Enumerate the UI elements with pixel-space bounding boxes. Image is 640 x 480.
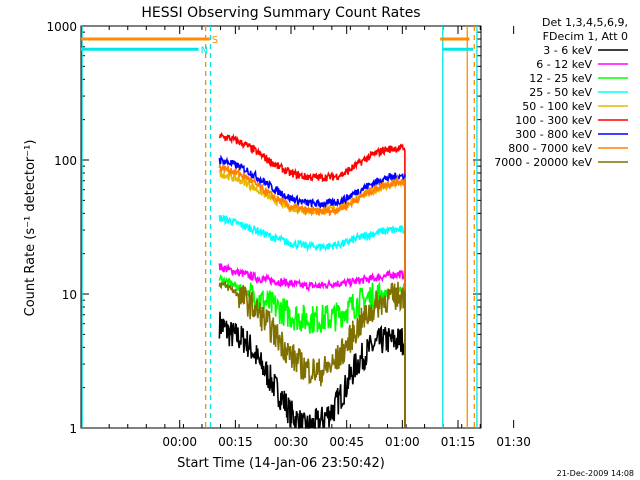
series-line bbox=[218, 154, 406, 428]
legend-entry-label: 6 - 12 keV bbox=[536, 58, 592, 71]
legend-entry-label: 7000 - 20000 keV bbox=[494, 156, 592, 169]
legend-entry-label: 3 - 6 keV bbox=[543, 44, 592, 57]
x-tick-label: 00:45 bbox=[329, 435, 364, 449]
data-series bbox=[218, 131, 406, 429]
legend-entry-label: 300 - 800 keV bbox=[515, 128, 592, 141]
flag-label: N bbox=[201, 45, 208, 56]
series-line bbox=[218, 262, 406, 428]
x-tick-label: 00:00 bbox=[162, 435, 197, 449]
flag-bars: SN bbox=[81, 35, 474, 56]
legend-entry-label: 12 - 25 keV bbox=[529, 72, 592, 85]
footer-timestamp: 21-Dec-2009 14:08 bbox=[557, 469, 634, 478]
axes: 1 10 100 1000 00:00 00:15 00:30 00:45 01:00 01:15… bbox=[46, 20, 530, 449]
legend-entry-label: 50 - 100 keV bbox=[522, 100, 592, 113]
plot-frame bbox=[80, 25, 482, 429]
legend-header: FDecim 1, Att 0 bbox=[543, 30, 628, 43]
marker-lines bbox=[81, 26, 478, 428]
flag-label: S bbox=[212, 35, 218, 46]
y-tick-label: 1 bbox=[69, 422, 77, 436]
series-line bbox=[218, 280, 406, 428]
legend-header: Det 1,3,4,5,6,9, bbox=[542, 16, 628, 29]
y-tick-label: 1000 bbox=[46, 20, 77, 34]
legend: Det 1,3,4,5,6,9,FDecim 1, Att 03 - 6 keV… bbox=[494, 16, 628, 169]
series-line bbox=[218, 131, 406, 428]
chart-title: HESSI Observing Summary Count Rates bbox=[141, 5, 420, 21]
x-tick-label: 01:15 bbox=[441, 435, 476, 449]
x-tick-label: 01:00 bbox=[385, 435, 420, 449]
series-line bbox=[218, 163, 406, 428]
x-tick-label: 00:15 bbox=[218, 435, 253, 449]
x-tick-label: 01:30 bbox=[496, 435, 531, 449]
legend-entry-label: 100 - 300 keV bbox=[515, 114, 592, 127]
x-axis-label: Start Time (14-Jan-06 23:50:42) bbox=[177, 456, 385, 471]
y-axis-label: Count Rate (s⁻¹ detector⁻¹) bbox=[23, 140, 38, 317]
series-line bbox=[218, 214, 406, 428]
x-tick-label: 00:30 bbox=[274, 435, 309, 449]
series-line bbox=[218, 311, 406, 429]
y-tick-label: 100 bbox=[54, 154, 77, 168]
legend-entry-label: 25 - 50 keV bbox=[529, 86, 592, 99]
y-tick-label: 10 bbox=[62, 288, 77, 302]
legend-entry-label: 800 - 7000 keV bbox=[508, 142, 592, 155]
